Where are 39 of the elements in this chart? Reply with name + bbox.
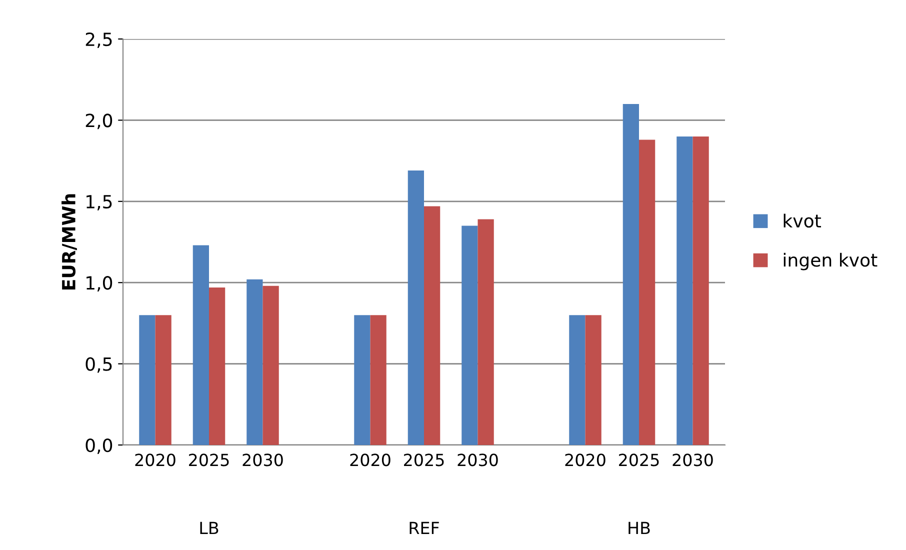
y-tick-label: 2,0: [86, 114, 112, 130]
x-tick-label: 2030: [458, 454, 498, 466]
x-tick-label: 2025: [619, 454, 659, 466]
bar: [246, 279, 263, 445]
bar: [209, 287, 226, 445]
bar: [639, 140, 656, 445]
y-tick-label: 1,5: [86, 195, 112, 210]
text: HB: [628, 522, 650, 534]
bar: [424, 206, 440, 445]
bar: [478, 219, 494, 445]
bar: [462, 226, 478, 445]
bar: [676, 136, 693, 445]
y-tick-label: 0,5: [86, 357, 112, 373]
bar: [139, 315, 156, 445]
x-tick-label: 2025: [404, 454, 444, 466]
x-tick-label: 2020: [350, 454, 390, 466]
y-axis-title: EUR/MWh: [62, 194, 77, 290]
bar: [692, 136, 709, 445]
bar: [192, 245, 209, 445]
y-tick-label: 2,5: [86, 32, 112, 48]
y-tick-label: 0,0: [86, 438, 112, 454]
text: LB: [200, 522, 218, 534]
bar: [622, 104, 639, 445]
text: REF: [410, 522, 439, 534]
x-tick-label: 2020: [135, 454, 176, 466]
x-tick-label: 2025: [189, 454, 229, 466]
legend-label: ingen kvot: [784, 252, 878, 270]
x-tick-label: 2030: [672, 454, 713, 466]
bar: [262, 286, 279, 445]
bar: [569, 315, 586, 445]
bar: [354, 315, 370, 445]
bar: [155, 315, 172, 445]
bar: [370, 315, 386, 445]
x-tick-label: 2030: [242, 454, 283, 466]
legend-label: kvot: [784, 214, 822, 228]
bar: [408, 170, 424, 445]
x-tick-label: 2020: [565, 454, 606, 466]
y-tick-label: 1,0: [86, 276, 112, 292]
bar: [585, 315, 602, 445]
